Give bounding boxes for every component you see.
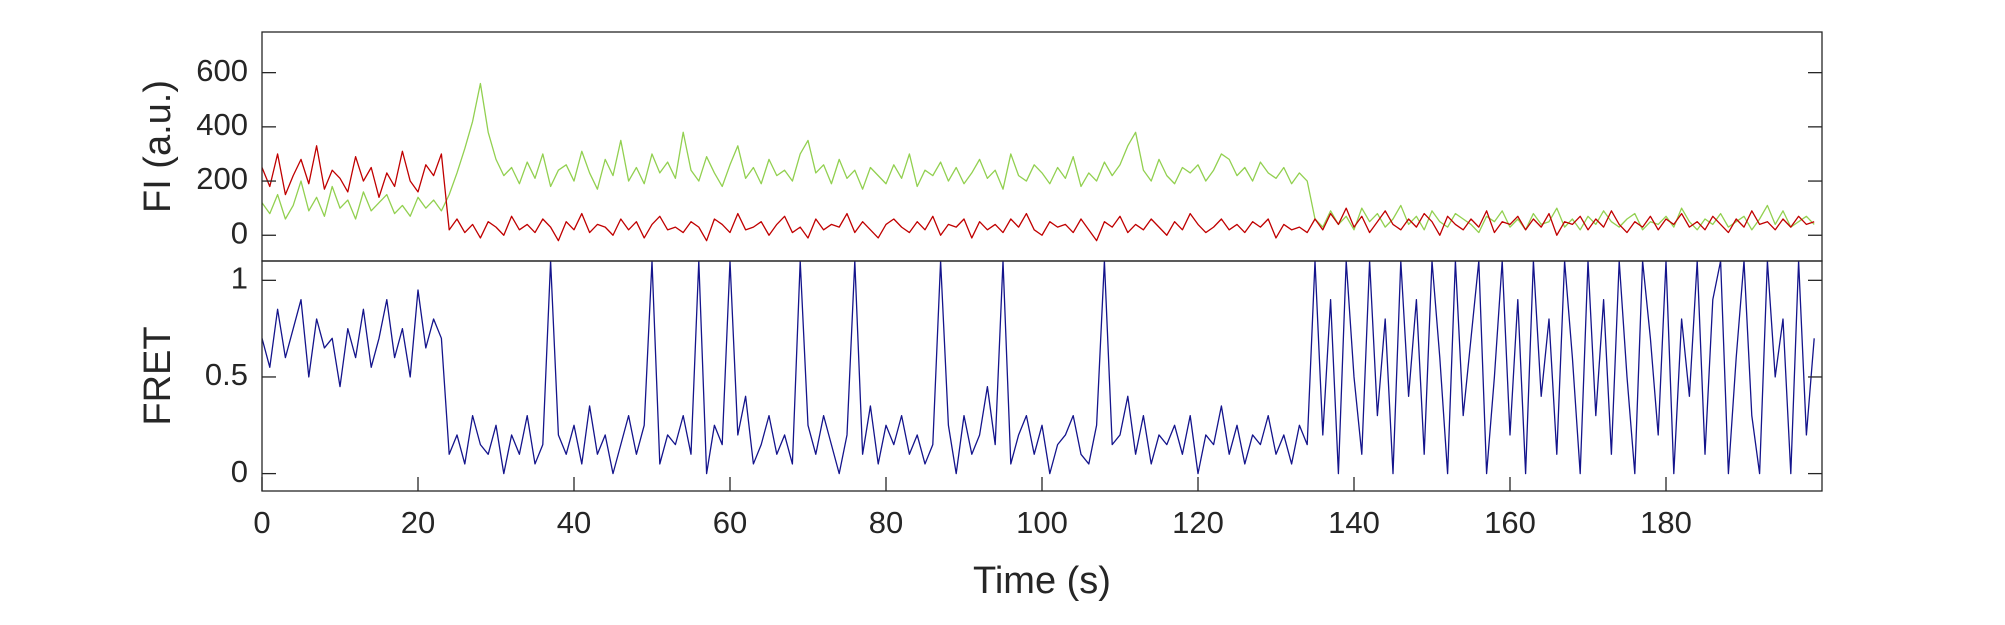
y-axis-label: FRET — [137, 326, 179, 425]
x-tick-label: 20 — [401, 505, 435, 540]
x-tick-label: 60 — [713, 505, 747, 540]
x-tick-label: 180 — [1640, 505, 1692, 540]
y-tick-label: 1 — [231, 261, 248, 296]
x-tick-label: 0 — [253, 505, 270, 540]
y-tick-label: 600 — [196, 53, 248, 88]
data-line — [262, 145, 1815, 242]
x-tick-label: 120 — [1172, 505, 1224, 540]
y-axis-label: FI (a.u.) — [137, 80, 179, 213]
y-tick-label: 200 — [196, 161, 248, 196]
data-line — [262, 261, 1815, 475]
x-tick-label: 160 — [1484, 505, 1536, 540]
y-tick-label: 0 — [231, 454, 248, 489]
y-tick-label: 0 — [231, 215, 248, 250]
plot-area — [262, 82, 1815, 242]
plot-area — [262, 261, 1815, 475]
y-tick-label: 0.5 — [205, 357, 248, 392]
x-tick-label: 140 — [1328, 505, 1380, 540]
y-tick-label: 400 — [196, 107, 248, 142]
x-tick-label: 40 — [557, 505, 591, 540]
x-axis-label: Time (s) — [973, 560, 1111, 602]
x-tick-label: 100 — [1016, 505, 1068, 540]
axes-box — [261, 260, 1823, 492]
x-tick-label: 80 — [869, 505, 903, 540]
data-line — [262, 82, 1815, 234]
